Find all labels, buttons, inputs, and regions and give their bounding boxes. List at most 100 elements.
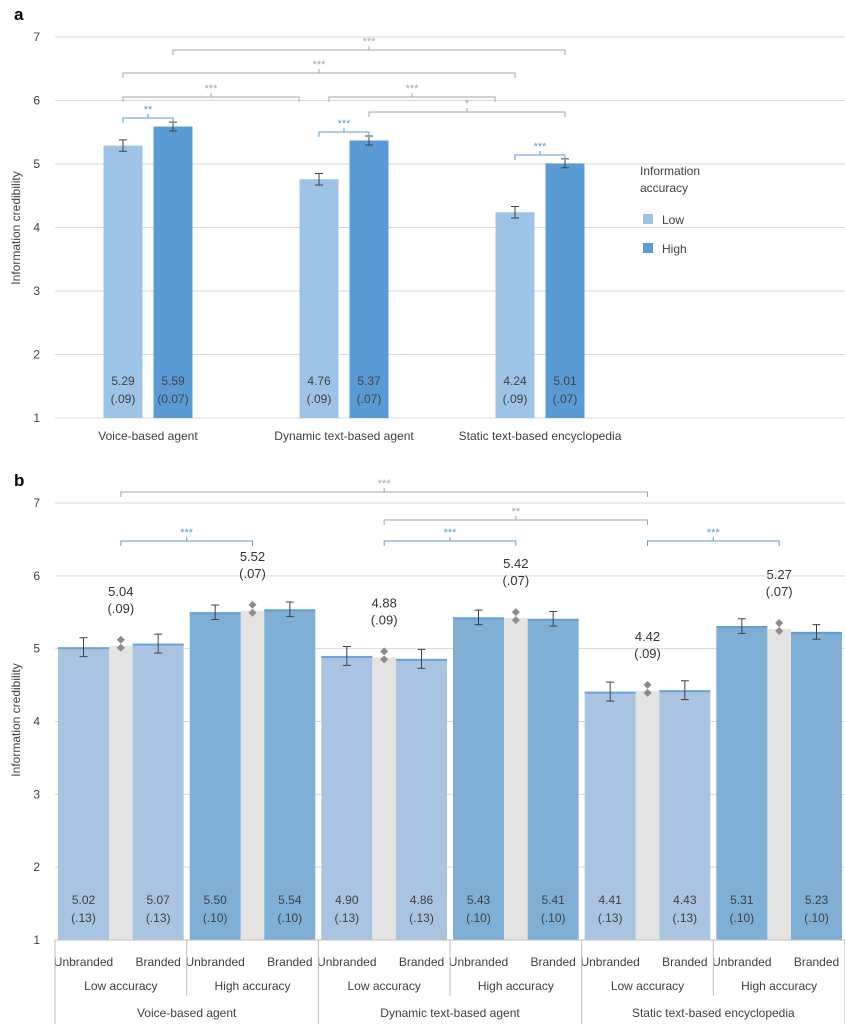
y-tick-label: 1 <box>33 933 40 947</box>
data-label: 5.02 <box>72 893 96 907</box>
bar <box>153 126 193 418</box>
x-tick-label-branding: Branded <box>662 955 707 969</box>
x-tick-label-accuracy: Low accuracy <box>84 979 157 993</box>
bar <box>527 618 579 940</box>
diamond-marker <box>643 680 652 697</box>
error-bar <box>812 624 821 640</box>
bar <box>495 212 535 418</box>
data-label: 5.29 <box>111 374 135 388</box>
significance-bracket-stars: *** <box>444 527 458 539</box>
significance-bracket-stars: ** <box>512 506 521 518</box>
pair-mean-label: 5.27 <box>767 567 792 582</box>
y-tick-label: 7 <box>33 30 40 44</box>
x-tick-label-branding: Unbranded <box>317 955 376 969</box>
significance-bracket-line <box>514 151 566 160</box>
pair-mean-se-label: (.07) <box>502 573 529 588</box>
data-label: 4.24 <box>503 374 527 388</box>
significance-bracket-line <box>120 488 648 497</box>
x-tick-label-accuracy: Low accuracy <box>347 979 420 993</box>
error-bar <box>211 604 220 621</box>
error-bar <box>315 173 323 186</box>
pair-mean-label: 5.52 <box>240 549 265 564</box>
error-bar <box>342 645 351 666</box>
data-label: 5.54 <box>278 893 302 907</box>
bar <box>321 655 373 940</box>
data-label: 4.86 <box>410 893 434 907</box>
x-tick-label-agent: Static text-based encyclopedia <box>632 1006 795 1020</box>
se-label: (0.07) <box>157 392 188 406</box>
bar <box>189 612 241 940</box>
x-tick-label-branding: Branded <box>399 955 444 969</box>
bar <box>349 140 389 418</box>
data-label: 5.37 <box>357 374 381 388</box>
data-label: 4.90 <box>335 893 359 907</box>
pair-mean-se-label: (.07) <box>239 566 266 581</box>
pair-mean-se-label: (.09) <box>634 646 661 661</box>
y-tick-label: 6 <box>33 569 40 583</box>
diamond-marker <box>775 619 784 636</box>
legend-swatch <box>643 214 653 224</box>
data-label: 5.31 <box>730 893 754 907</box>
y-tick-label: 4 <box>33 221 40 235</box>
pair-mean-background <box>372 657 396 940</box>
pair-mean-label: 4.88 <box>372 595 397 610</box>
legend-swatch <box>643 243 653 253</box>
significance-bracket-stars: *** <box>180 527 194 539</box>
significance-bracket-stars: *** <box>205 83 219 95</box>
bar <box>299 179 339 418</box>
error-bar <box>680 680 689 701</box>
significance-bracket-stars: ** <box>144 104 153 116</box>
data-label: 5.23 <box>805 893 829 907</box>
significance-bracket-stars: *** <box>534 141 548 153</box>
error-bar <box>606 681 615 702</box>
data-label: 4.76 <box>307 374 331 388</box>
x-tick-label: Voice-based agent <box>98 429 198 443</box>
error-bar <box>549 611 558 627</box>
se-label: (.10) <box>466 911 491 925</box>
x-tick-label-branding: Unbranded <box>712 955 771 969</box>
bar <box>659 690 711 940</box>
se-label: (.13) <box>334 911 359 925</box>
y-tick-label: 7 <box>33 496 40 510</box>
data-label: 5.01 <box>553 374 577 388</box>
se-label: (.10) <box>203 911 228 925</box>
x-tick-label: Static text-based encyclopedia <box>459 429 622 443</box>
significance-bracket-stars: *** <box>338 118 352 130</box>
pair-mean-label: 4.42 <box>635 629 660 644</box>
x-tick-label-accuracy: High accuracy <box>741 979 817 993</box>
data-label: 5.50 <box>203 893 227 907</box>
error-bar <box>119 139 127 152</box>
bar <box>791 631 842 940</box>
x-tick-label-branding: Branded <box>530 955 575 969</box>
bar <box>453 617 504 940</box>
x-tick-label-accuracy: High accuracy <box>214 979 290 993</box>
error-bar <box>474 609 483 626</box>
y-tick-label: 3 <box>33 284 40 298</box>
bar <box>545 163 585 418</box>
significance-bracket-line <box>383 516 648 525</box>
se-label: (.10) <box>729 911 754 925</box>
bar <box>716 626 768 940</box>
data-label: 5.43 <box>467 893 491 907</box>
data-label: 4.43 <box>673 893 697 907</box>
significance-bracket-line <box>122 114 174 123</box>
se-label: (.13) <box>598 911 623 925</box>
data-label: 5.07 <box>146 893 170 907</box>
diamond-marker <box>248 600 257 617</box>
y-tick-label: 6 <box>33 94 40 108</box>
significance-bracket-stars: *** <box>378 478 392 490</box>
x-tick-label-branding: Unbranded <box>580 955 639 969</box>
significance-bracket-line <box>122 93 300 102</box>
pair-mean-background <box>635 690 660 940</box>
y-tick-label: 3 <box>33 787 40 801</box>
panel-label-a: a <box>14 5 24 24</box>
x-tick-label-agent: Dynamic text-based agent <box>380 1006 520 1020</box>
y-tick-label: 4 <box>33 715 40 729</box>
pair-mean-background <box>504 618 528 940</box>
significance-bracket-stars: *** <box>363 36 377 48</box>
significance-bracket-stars: *** <box>313 59 327 71</box>
error-bar <box>285 601 294 618</box>
error-bar <box>79 637 88 658</box>
pair-mean-se-label: (.07) <box>766 584 793 599</box>
